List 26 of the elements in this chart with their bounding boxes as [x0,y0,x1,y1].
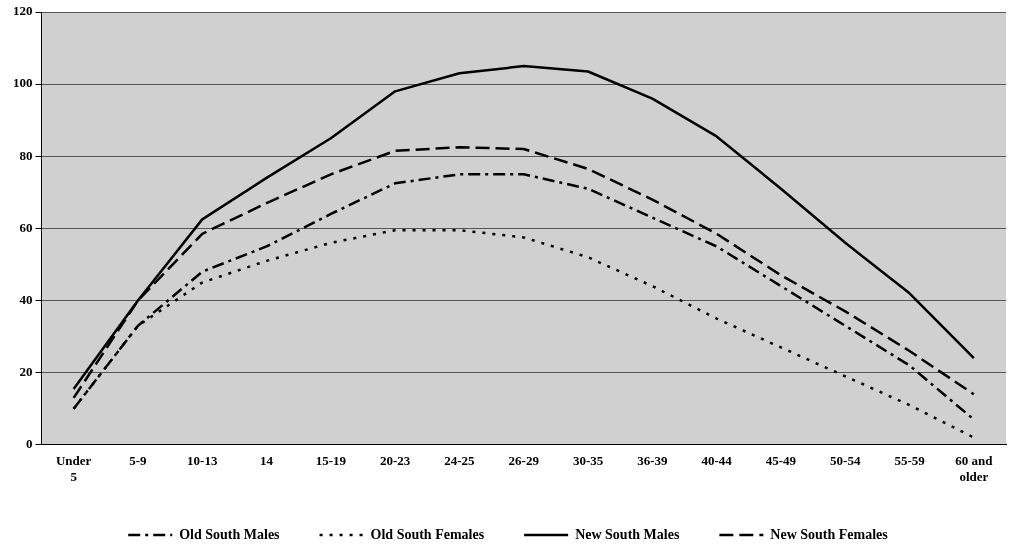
legend-label: New South Males [575,526,680,542]
x-tick-label: 20-23 [379,452,411,468]
legend-label: Old South Females [370,526,485,542]
legend-label: Old South Males [179,526,281,542]
legend-label: New South Females [770,526,889,542]
x-tick-label: 24-25 [444,452,476,468]
x-tick-label: 30-35 [572,452,604,468]
x-tick-label: 40-44 [701,452,733,468]
y-tick-label: 100 [13,75,33,91]
x-tick-label: 5-9 [129,452,148,468]
y-tick-label: 0 [26,436,33,452]
x-tick-label: 45-49 [765,452,797,468]
y-tick-label: 20 [19,364,33,380]
y-tick-label: 60 [19,219,33,235]
y-tick-label: 40 [19,291,33,307]
x-tick-label: 50-54 [830,452,861,468]
y-tick-label: 120 [13,3,33,19]
x-tick-label: Under 5 [55,452,92,484]
x-tick-label: 60 and older [955,452,994,484]
x-tick-label: 14 [260,452,274,468]
x-tick-label: 10-13 [187,452,218,468]
x-tick-label: 36-39 [637,452,669,468]
x-tick-label: 55-59 [894,452,926,468]
x-tick-label: 26-29 [508,452,540,468]
x-tick-label: 15-19 [315,452,347,468]
y-tick-label: 80 [19,147,33,163]
